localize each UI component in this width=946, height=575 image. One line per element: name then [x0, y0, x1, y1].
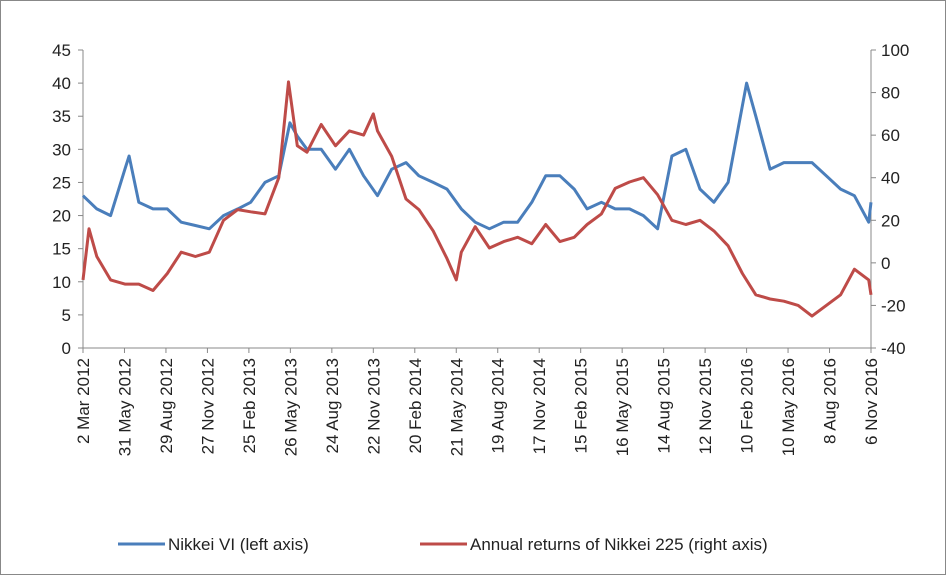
y2-tick-label: -20 — [881, 296, 906, 315]
x-tick-label: 16 May 2015 — [613, 358, 632, 456]
x-tick-label: 15 Feb 2015 — [572, 358, 591, 453]
x-tick-label: 2 Mar 2012 — [74, 358, 93, 444]
y-tick-label: 25 — [52, 173, 71, 192]
y-tick-label: 40 — [52, 74, 71, 93]
y-tick-label: 35 — [52, 107, 71, 126]
x-tick-label: 19 Aug 2014 — [489, 358, 508, 453]
y-tick-label: 45 — [52, 41, 71, 60]
x-tick-label: 12 Nov 2015 — [696, 358, 715, 454]
y-tick-label: 10 — [52, 273, 71, 292]
x-tick-label: 20 Feb 2014 — [406, 358, 425, 453]
x-tick-label: 21 May 2014 — [447, 358, 466, 456]
y2-tick-label: 80 — [881, 84, 900, 103]
series-line — [81, 81, 873, 231]
x-tick-label: 17 Nov 2014 — [530, 358, 549, 454]
y-tick-label: 20 — [52, 207, 71, 226]
y2-tick-label: 100 — [881, 41, 909, 60]
legend-label: Nikkei VI (left axis) — [168, 535, 309, 554]
x-tick-label: 24 Aug 2013 — [323, 358, 342, 453]
y2-tick-label: 40 — [881, 169, 900, 188]
y-tick-label: 0 — [62, 339, 71, 358]
series-line — [81, 80, 873, 318]
x-tick-label: 22 Nov 2013 — [364, 358, 383, 454]
y2-tick-label: 0 — [881, 254, 890, 273]
x-tick-label: 10 Feb 2016 — [738, 358, 757, 453]
x-tick-label: 31 May 2012 — [115, 358, 134, 456]
x-tick-label: 26 May 2013 — [281, 358, 300, 456]
y-tick-label: 30 — [52, 140, 71, 159]
x-tick-label: 8 Aug 2016 — [821, 358, 840, 444]
y-tick-label: 5 — [62, 306, 71, 325]
x-tick-label: 29 Aug 2012 — [157, 358, 176, 453]
x-tick-label: 6 Nov 2016 — [862, 358, 881, 445]
x-tick-label: 25 Feb 2013 — [240, 358, 259, 453]
y-tick-label: 15 — [52, 240, 71, 259]
legend-label: Annual returns of Nikkei 225 (right axis… — [470, 535, 768, 554]
y2-tick-label: -40 — [881, 339, 906, 358]
x-tick-label: 14 Aug 2015 — [655, 358, 674, 453]
x-tick-label: 10 May 2016 — [779, 358, 798, 456]
x-tick-label: 27 Nov 2012 — [198, 358, 217, 454]
y2-tick-label: 60 — [881, 126, 900, 145]
y2-tick-label: 20 — [881, 211, 900, 230]
